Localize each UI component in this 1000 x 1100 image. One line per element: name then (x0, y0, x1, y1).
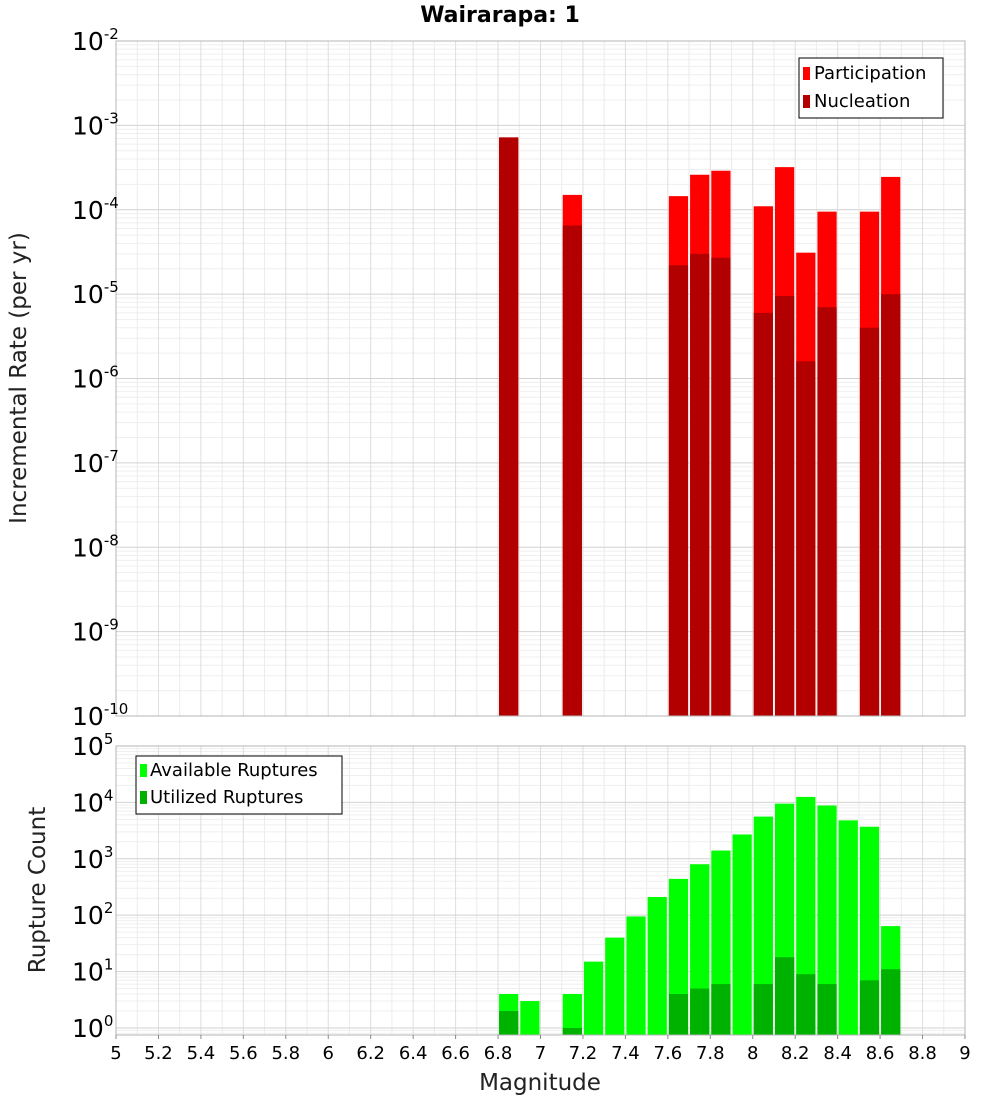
y-tick-label: 105 (72, 730, 113, 761)
x-tick-label: 8.2 (781, 1043, 810, 1064)
y-tick-label: 10-7 (72, 447, 119, 478)
x-tick-label: 5 (110, 1043, 121, 1064)
count-bar-utilized-ruptures (796, 974, 816, 1035)
x-tick-label: 8.6 (866, 1043, 895, 1064)
y-tick-label: 100 (72, 1012, 113, 1043)
y-tick-label: 10-6 (72, 363, 119, 394)
x-tick-label: 6.6 (441, 1043, 470, 1064)
count-bar-available-ruptures (838, 820, 858, 1035)
x-tick-label: 6.4 (399, 1043, 428, 1064)
count-bar-available-ruptures (626, 916, 646, 1035)
y-tick-label: 10-9 (72, 616, 119, 647)
count-bar-utilized-ruptures (753, 984, 773, 1035)
y-tick-label: 10-8 (72, 531, 119, 562)
x-tick-label: 8 (747, 1043, 758, 1064)
count-bar-available-ruptures (562, 994, 582, 1035)
counts-y-ticks: 100 101 102 103 104 105 (72, 730, 113, 1043)
count-bar-utilized-ruptures (562, 1027, 582, 1035)
rate-bar-nucleation (774, 296, 795, 716)
rate-bar-nucleation (711, 257, 731, 716)
x-tick-label: 9 (959, 1043, 970, 1064)
count-bar-available-ruptures (732, 834, 752, 1035)
legend-label-participation: Participation (814, 63, 926, 84)
x-tick-label: 7.6 (654, 1043, 683, 1064)
y-tick-label: 104 (72, 786, 113, 817)
rates-y-ticks: 10-10 10-9 10-8 10-7 10-6 10-5 10-4 10-3 10-2 (72, 25, 128, 731)
rates-plot-border (115, 40, 966, 717)
legend-swatch-utilized-ruptures (140, 791, 147, 804)
legend-label-nucleation: Nucleation (814, 91, 910, 112)
x-tick-label: 7.8 (696, 1043, 725, 1064)
y-tick-label: 10-10 (72, 700, 128, 731)
x-tick-label: 6.2 (356, 1043, 385, 1064)
rates-legend-box (798, 57, 944, 119)
x-tick-label: 7.2 (569, 1043, 598, 1064)
rate-bar-nucleation (796, 361, 816, 716)
counts-y-axis-label: Rupture Count (25, 807, 51, 973)
counts-bars (499, 796, 901, 1035)
rate-bar-nucleation (817, 307, 837, 716)
count-bar-available-ruptures (647, 897, 667, 1035)
y-tick-label: 10-4 (72, 194, 119, 225)
x-tick-label: 5.8 (271, 1043, 300, 1064)
count-bar-utilized-ruptures (711, 984, 731, 1035)
x-tick-label: 6 (323, 1043, 334, 1064)
x-tick-label: 6.8 (484, 1043, 513, 1064)
rates-gridlines (115, 41, 966, 716)
counts-x-ticks: 5 5.2 5.4 5.6 5.8 6 6.2 6.4 6.6 6.8 7 7.2 7.4 7.6 7.8 8… (110, 1035, 971, 1064)
rate-bar-nucleation (668, 265, 689, 716)
rate-bar-nucleation (690, 253, 710, 716)
count-bar-utilized-ruptures (499, 1010, 519, 1035)
counts-panel: 100 101 102 103 104 105 5 5.2 5.4 5.6 5.8 6 6.2 6.4 6… (25, 730, 971, 1096)
counts-legend: Available Ruptures Utilized Ruptures (135, 755, 343, 815)
count-bar-available-ruptures (753, 816, 773, 1035)
count-bar-utilized-ruptures (690, 988, 710, 1035)
x-tick-label: 7.4 (611, 1043, 640, 1064)
rates-y-axis-label: Incremental Rate (per yr) (6, 232, 32, 524)
legend-swatch-participation (803, 67, 810, 80)
rate-bar-nucleation (753, 312, 773, 716)
legend-swatch-available-ruptures (140, 764, 147, 777)
count-bar-utilized-ruptures (817, 984, 837, 1035)
x-tick-label: 8.8 (908, 1043, 937, 1064)
legend-label-utilized-ruptures: Utilized Ruptures (150, 787, 303, 808)
x-axis-label: Magnitude (479, 1070, 601, 1096)
x-tick-label: 5.2 (144, 1043, 173, 1064)
count-bar-available-ruptures (520, 1001, 540, 1035)
legend-label-available-ruptures: Available Ruptures (150, 760, 318, 781)
rates-bars (499, 137, 901, 716)
count-bar-utilized-ruptures (668, 994, 689, 1035)
count-bar-utilized-ruptures (859, 980, 880, 1035)
rates-panel: 10-10 10-9 10-8 10-7 10-6 10-5 10-4 10-3 10-2 In… (6, 25, 966, 731)
count-bar-available-ruptures (583, 961, 604, 1035)
y-tick-label: 10-2 (72, 25, 119, 56)
rates-legend: Participation Nucleation (798, 57, 944, 119)
y-tick-label: 103 (72, 843, 113, 874)
count-bar-utilized-ruptures (881, 969, 901, 1035)
count-bar-available-ruptures (605, 937, 625, 1035)
x-tick-label: 5.6 (229, 1043, 258, 1064)
count-bar-available-ruptures (817, 805, 837, 1035)
y-tick-label: 10-5 (72, 278, 119, 309)
rate-bar-nucleation (859, 327, 880, 716)
x-tick-label: 7 (535, 1043, 546, 1064)
rate-bar-nucleation (881, 294, 901, 716)
rate-bar-nucleation (499, 137, 519, 716)
chart-title: Wairarapa: 1 (420, 3, 580, 28)
y-tick-label: 101 (72, 956, 113, 987)
counts-legend-box (135, 755, 343, 815)
y-tick-label: 10-3 (72, 109, 119, 140)
legend-swatch-nucleation (803, 95, 810, 108)
y-tick-label: 102 (72, 899, 113, 930)
rate-bar-nucleation (562, 225, 582, 716)
x-tick-label: 8.4 (823, 1043, 852, 1064)
x-tick-label: 5.4 (187, 1043, 216, 1064)
count-bar-utilized-ruptures (774, 957, 795, 1035)
